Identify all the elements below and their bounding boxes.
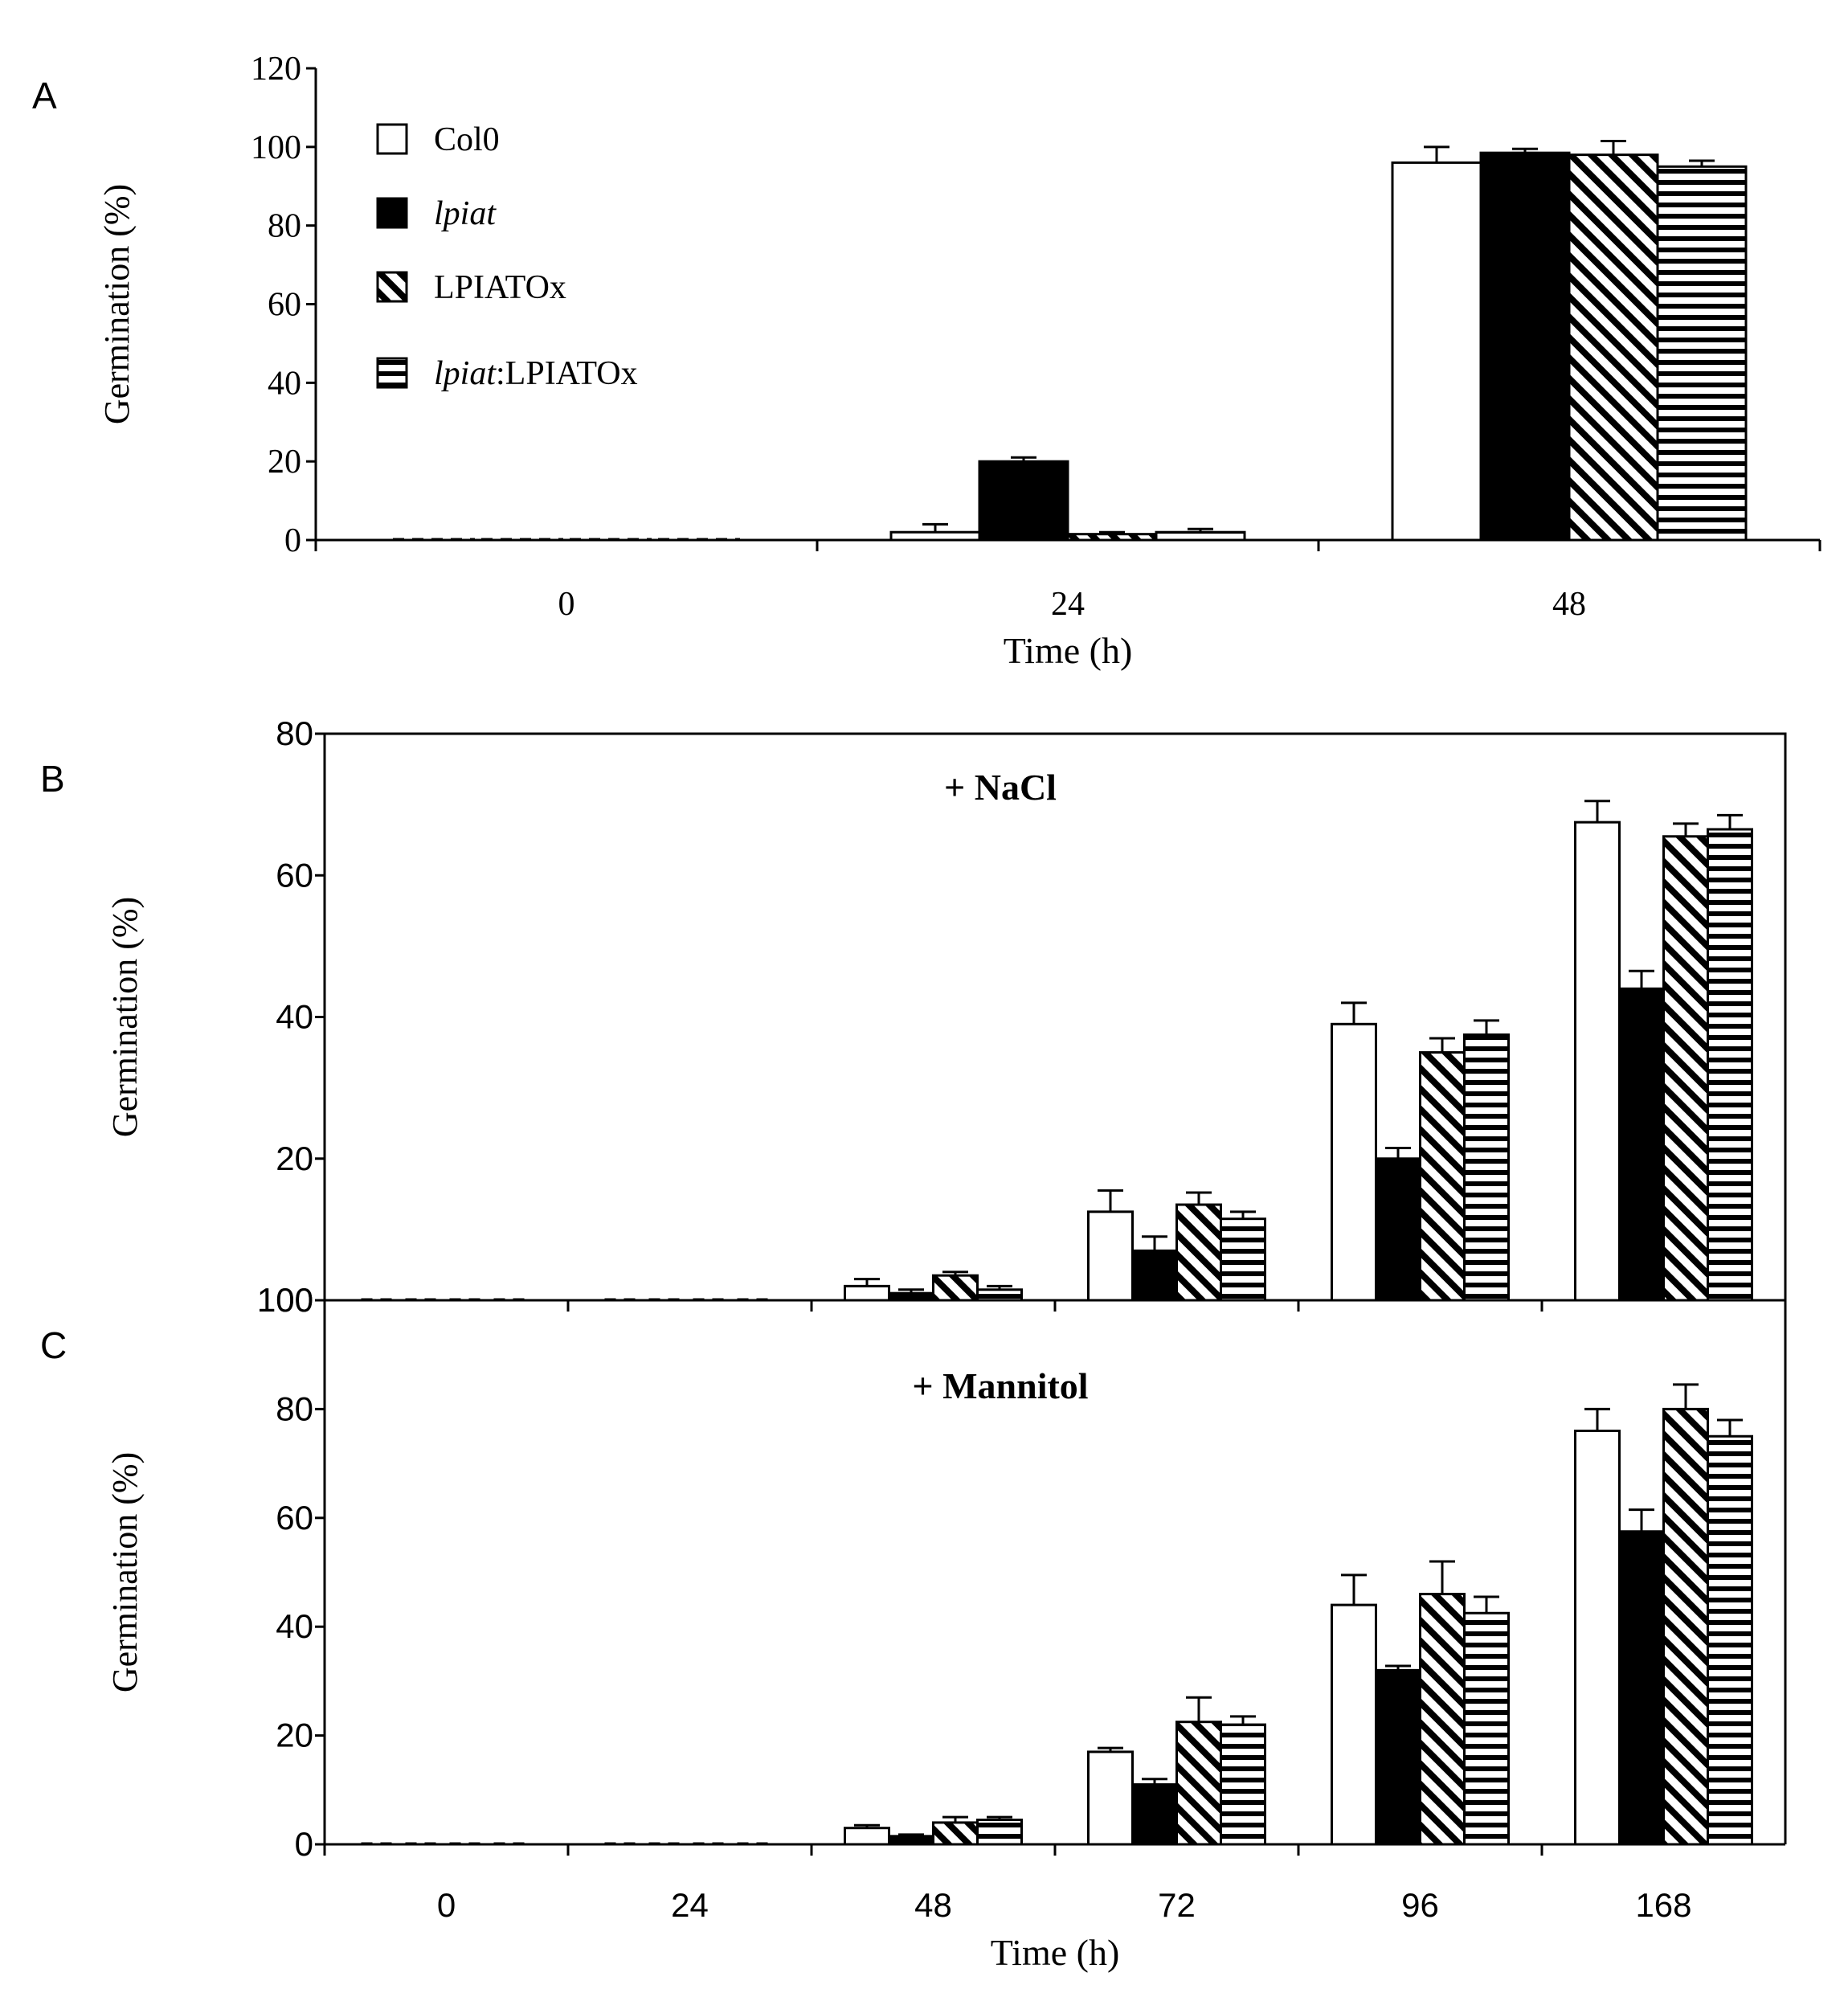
bar xyxy=(1463,1611,1510,1846)
x-tick-label: 48 xyxy=(1552,586,1586,623)
x-tick-label: 0 xyxy=(558,586,575,623)
bar xyxy=(1087,1210,1134,1302)
bar xyxy=(1568,153,1659,542)
y-tick-label: 20 xyxy=(276,1140,313,1177)
bar xyxy=(1220,1723,1266,1846)
legend-swatch xyxy=(376,271,408,303)
y-tick-label: 60 xyxy=(276,856,313,894)
bar xyxy=(1175,1721,1222,1846)
legend-swatch xyxy=(376,197,408,229)
panel-b: B 100 20 40 60 80 Germination (%) + NaCl xyxy=(40,714,1787,1319)
x-axis-label: Time (h) xyxy=(991,1932,1120,1973)
bar xyxy=(889,530,981,542)
panel-label: C xyxy=(40,1324,67,1366)
bar xyxy=(1391,161,1482,542)
bar xyxy=(1419,1593,1466,1846)
x-tick-label: 0 xyxy=(437,1886,456,1924)
bar xyxy=(1066,533,1158,542)
bar xyxy=(1087,1750,1134,1846)
bar xyxy=(1574,821,1621,1302)
x-tick-label: 72 xyxy=(1158,1886,1196,1924)
bar xyxy=(1131,1249,1178,1302)
legend-label: lpiat:LPIATOx xyxy=(434,355,638,392)
y-tick-label: 40 xyxy=(276,1607,313,1645)
x-tick-label: 24 xyxy=(1051,586,1085,623)
x-tick-label: 96 xyxy=(1401,1886,1439,1924)
bar xyxy=(1707,828,1753,1302)
bar xyxy=(976,1288,1023,1302)
bar xyxy=(1463,1033,1510,1302)
bar xyxy=(1375,1668,1421,1846)
x-tick-label: 168 xyxy=(1635,1886,1691,1924)
legend-label-italic: lpiat xyxy=(434,355,497,392)
bar xyxy=(1707,1434,1753,1846)
y-tick-label: 60 xyxy=(276,1499,313,1537)
panel-label: B xyxy=(40,758,65,800)
y-tick-label: 0 xyxy=(295,1825,313,1863)
legend-label-rest: :LPIATOx xyxy=(496,355,638,392)
bar xyxy=(1662,835,1709,1302)
bar xyxy=(1574,1429,1621,1846)
y-tick-label: 20 xyxy=(276,1717,313,1754)
bar xyxy=(1220,1217,1266,1302)
bar xyxy=(1131,1783,1178,1846)
x-tick-label: 24 xyxy=(671,1886,709,1924)
y-tick-label: 120 xyxy=(251,51,301,88)
bar xyxy=(1618,987,1665,1302)
legend-swatch xyxy=(376,357,408,389)
bar xyxy=(888,1835,934,1846)
bar xyxy=(1479,151,1571,542)
bar xyxy=(1331,1022,1377,1302)
bar xyxy=(1662,1407,1709,1846)
chart-title: + Mannitol xyxy=(912,1365,1088,1406)
y-axis-label: Germination (%) xyxy=(105,897,145,1137)
bar xyxy=(1375,1157,1421,1302)
y-tick-label: 100 xyxy=(257,1281,313,1319)
legend-label: lpiat xyxy=(434,195,497,232)
panel-c: C 0 20 40 60 80 100 Germination (%) 0 24 48 72 96 168… xyxy=(40,1281,1787,1973)
bar xyxy=(978,460,1069,542)
panel-label: A xyxy=(32,75,57,117)
x-tick-label: 48 xyxy=(914,1886,952,1924)
bar xyxy=(1656,165,1748,542)
y-tick-label: 100 xyxy=(257,1281,313,1319)
y-tick-label: 0 xyxy=(284,522,301,559)
x-axis-label: Time (h) xyxy=(1004,630,1133,671)
chart-title: + NaCl xyxy=(944,767,1057,808)
legend-swatch xyxy=(376,123,408,155)
bar xyxy=(932,1274,979,1302)
bar xyxy=(1419,1051,1466,1302)
y-tick-label: 40 xyxy=(276,998,313,1036)
legend-label: LPIATOx xyxy=(434,269,566,306)
bar xyxy=(1175,1203,1222,1302)
bar xyxy=(932,1821,979,1846)
y-tick-label: 60 xyxy=(268,287,301,324)
y-tick-label: 20 xyxy=(268,444,301,481)
bar xyxy=(1618,1530,1665,1846)
bar xyxy=(976,1819,1023,1846)
bar xyxy=(1331,1603,1377,1846)
y-tick-label: 80 xyxy=(276,1389,313,1427)
y-tick-label: 100 xyxy=(251,129,301,166)
y-tick-label: 40 xyxy=(268,365,301,402)
y-tick-label: 80 xyxy=(268,208,301,245)
y-tick-label: 80 xyxy=(276,714,313,752)
bar xyxy=(1155,530,1246,542)
bar xyxy=(844,1827,890,1846)
panel-a: A 0 20 40 60 80 100 120 Germination (%) 0 24 48 Time… xyxy=(32,51,1821,671)
y-axis-label: Germination (%) xyxy=(105,1452,145,1692)
y-axis-label: Germination (%) xyxy=(97,184,137,424)
bar xyxy=(844,1284,890,1302)
plot-frame xyxy=(323,732,1787,1302)
legend-label: Col0 xyxy=(434,121,500,158)
